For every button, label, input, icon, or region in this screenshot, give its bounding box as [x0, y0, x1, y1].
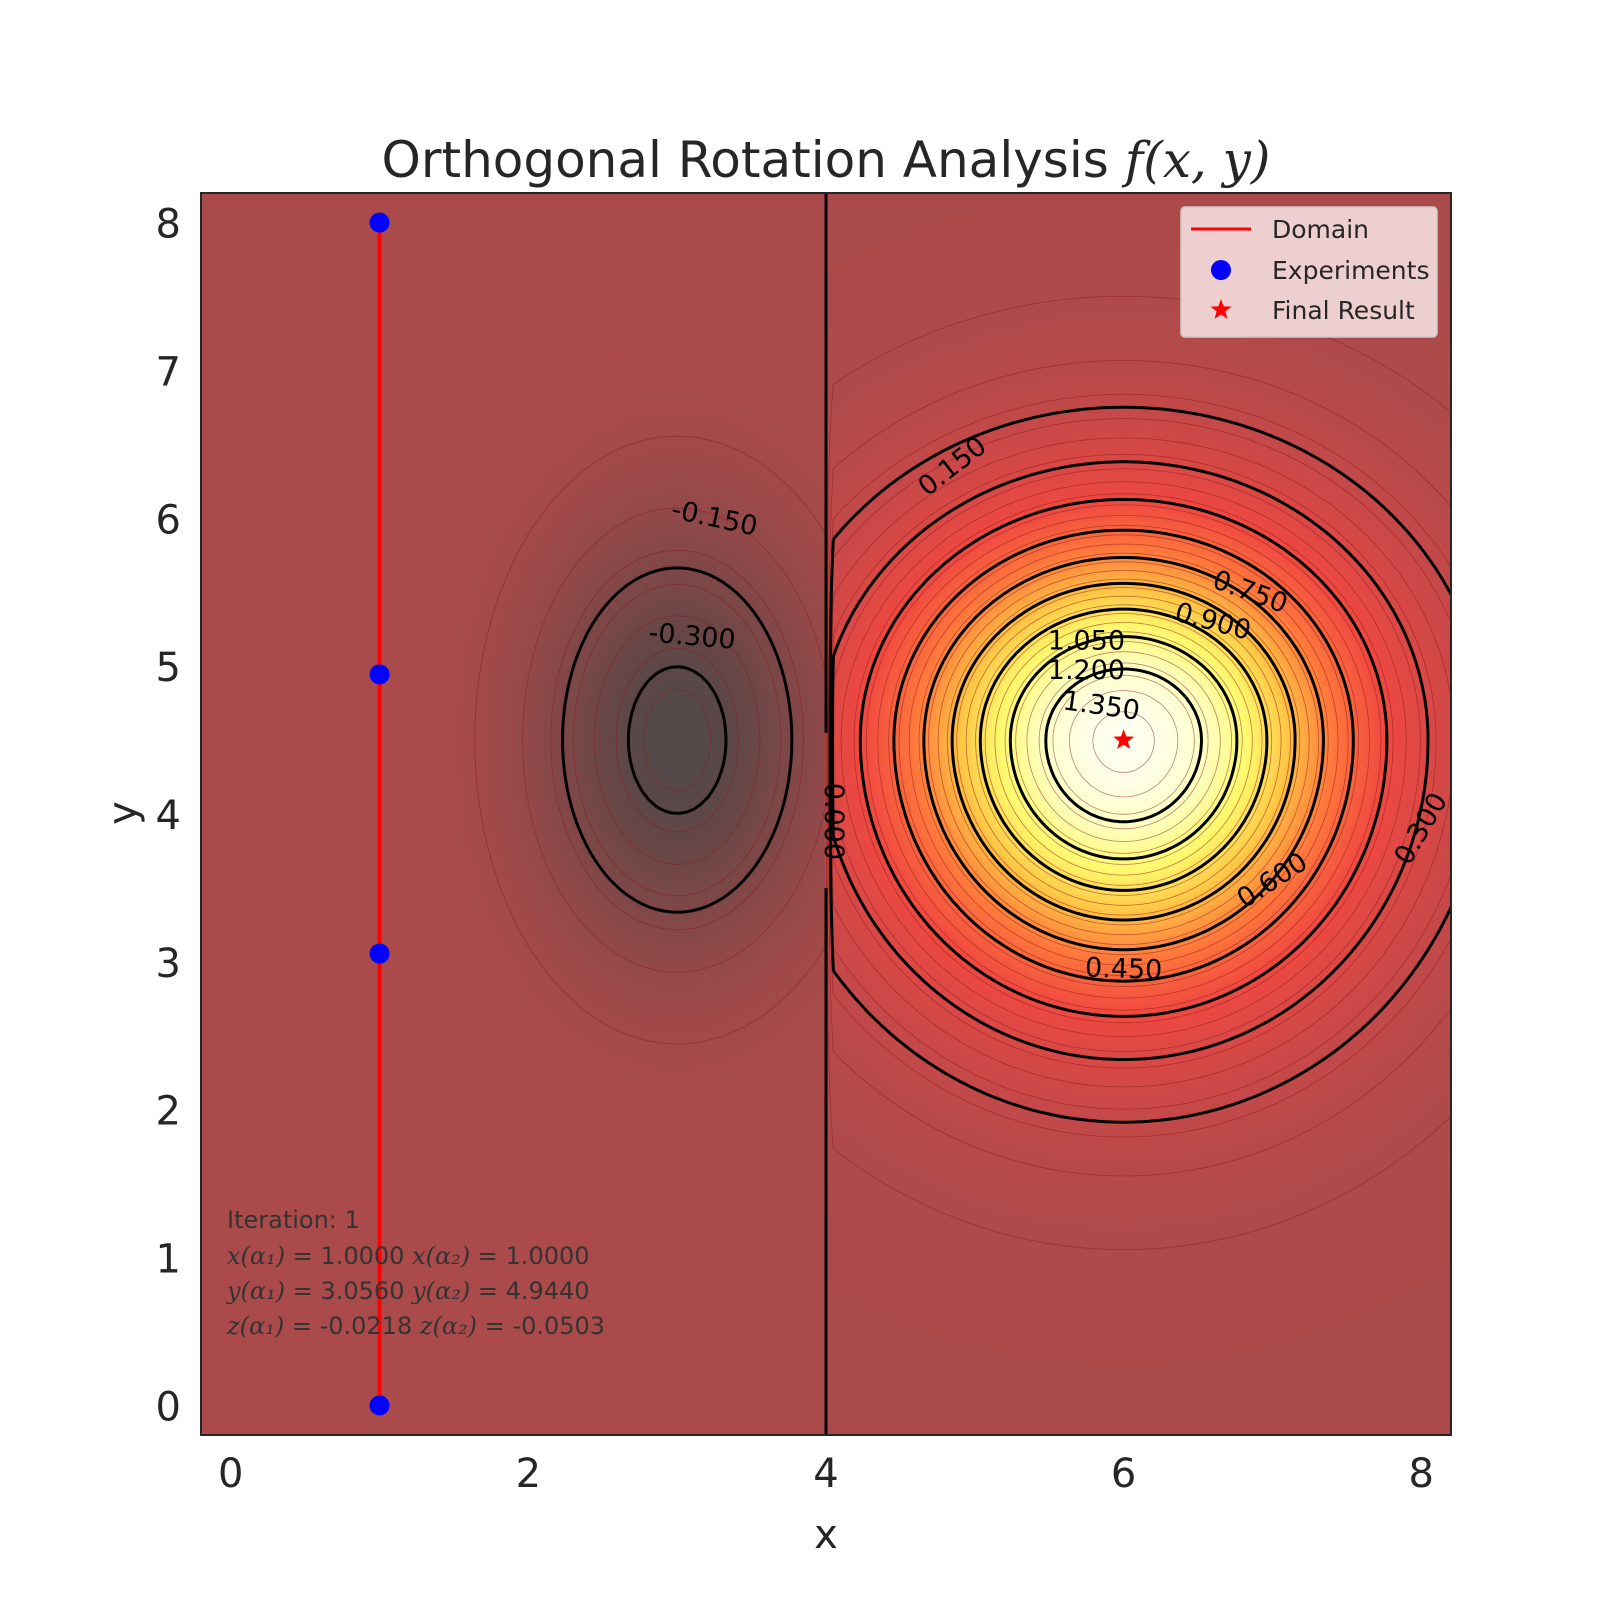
x-tick-label: 4	[813, 1451, 838, 1497]
info-x-values: x(α₁) = 1.0000 x(α₂) = 1.0000	[227, 1242, 590, 1270]
contour-line	[828, 405, 1451, 1124]
fill-contour-line	[522, 507, 827, 973]
fill-contour-line	[877, 515, 1370, 999]
fill-contour-line	[918, 552, 1329, 956]
fill-contour-line	[594, 615, 761, 865]
y-axis-ticks: 0 1 2 3 4 5 6 7 8	[156, 202, 181, 1431]
fill-contour-line	[937, 570, 1310, 936]
fill-contour-line	[1038, 662, 1209, 830]
fill-contour-line	[840, 481, 1407, 1037]
plot-frame	[200, 192, 1452, 1436]
x-tick-label: 2	[516, 1451, 541, 1497]
fill-contour-line	[975, 604, 1273, 896]
contour-label: 0.450	[1084, 952, 1162, 986]
contour-line	[626, 665, 728, 815]
fill-contour-line	[908, 543, 1339, 966]
contour-line	[1044, 667, 1203, 824]
contour-line	[1008, 635, 1239, 861]
y-tick-label: 0	[156, 1384, 181, 1430]
y-tick-label: 7	[156, 349, 181, 395]
fill-contour-line	[865, 504, 1382, 1011]
experiment-point	[369, 212, 390, 233]
contour-line	[858, 497, 1389, 1018]
y-tick-label: 5	[156, 645, 181, 691]
fill-contour-line	[1052, 675, 1195, 815]
fill-contour-line	[1004, 631, 1243, 865]
experiment-points	[369, 212, 390, 1416]
fill-contour-line	[984, 613, 1263, 886]
chart-title: Orthogonal Rotation Analysis f(x, y)	[382, 131, 1271, 189]
fill-contour-line	[1026, 651, 1221, 842]
x-tick-label: 8	[1409, 1451, 1434, 1497]
x-tick-label: 6	[1111, 1451, 1136, 1497]
info-box: Iteration: 1 x(α₁) = 1.0000 x(α₂) = 1.00…	[226, 1206, 605, 1340]
contour-label: 0.000	[818, 783, 849, 860]
labeled-contour-lines	[561, 405, 1451, 1124]
legend: Domain Experiments Final Result	[1180, 206, 1438, 338]
fill-contour-line	[573, 584, 782, 897]
y-tick-label: 6	[156, 497, 181, 543]
fill-contour-line	[1068, 690, 1179, 798]
contour-label: 1.050	[1048, 626, 1125, 657]
contour-label: 1.200	[1048, 655, 1125, 686]
info-iteration: Iteration: 1	[227, 1206, 360, 1234]
legend-box	[1180, 206, 1438, 338]
fill-contour-line	[1092, 711, 1155, 773]
fill-contour-line	[994, 622, 1253, 876]
y-tick-label: 4	[156, 793, 181, 839]
legend-final-result-swatch	[1210, 299, 1232, 319]
fill-contour-line	[615, 647, 739, 833]
fill-contour-line	[550, 549, 804, 931]
fill-contour-line	[831, 454, 1437, 1069]
fill-contour-line	[956, 587, 1291, 916]
contour-line	[978, 607, 1269, 892]
x-axis-ticks: 0 2 4 6 8	[218, 1451, 1434, 1497]
fill-contour-line	[888, 524, 1359, 987]
x-axis-label: x	[814, 1512, 838, 1558]
fill-contour-line	[928, 561, 1319, 946]
fill-contour-line	[898, 534, 1349, 976]
fill-contour-line	[828, 360, 1451, 1177]
x-tick-label: 0	[218, 1451, 243, 1497]
contour-line	[950, 581, 1297, 922]
fill-contour-line	[965, 595, 1282, 906]
contour-line	[922, 556, 1325, 952]
legend-domain-label: Domain	[1272, 215, 1369, 244]
contour-label: -0.300	[647, 617, 736, 655]
fill-contour-line	[643, 688, 712, 792]
info-y-values: y(α₁) = 3.0560 y(α₂) = 4.9440	[226, 1277, 590, 1305]
y-tick-label: 3	[156, 941, 181, 987]
y-tick-label: 1	[156, 1237, 181, 1283]
experiment-point	[369, 943, 390, 964]
final-result-star	[1113, 729, 1135, 749]
legend-experiments-swatch	[1211, 260, 1231, 280]
y-axis-label: y	[100, 801, 146, 825]
contour-line	[892, 528, 1355, 983]
plot-area: -0.150-0.3000.0000.1500.3000.4500.6000.7…	[201, 193, 1451, 1435]
y-tick-label: 2	[156, 1089, 181, 1135]
fill-contour-line	[1015, 641, 1232, 854]
contour-line	[831, 460, 1430, 1061]
contour-line	[561, 566, 794, 914]
y-tick-label: 8	[156, 202, 181, 248]
legend-experiments-label: Experiments	[1272, 256, 1429, 285]
fill-contour-line	[947, 578, 1301, 926]
experiment-point	[369, 1395, 390, 1416]
experiment-point	[369, 664, 390, 685]
info-z-values: z(α₁) = -0.0218 z(α₂) = -0.0503	[226, 1312, 605, 1340]
fill-contour-line	[853, 493, 1394, 1024]
legend-final-result-label: Final Result	[1272, 296, 1415, 325]
